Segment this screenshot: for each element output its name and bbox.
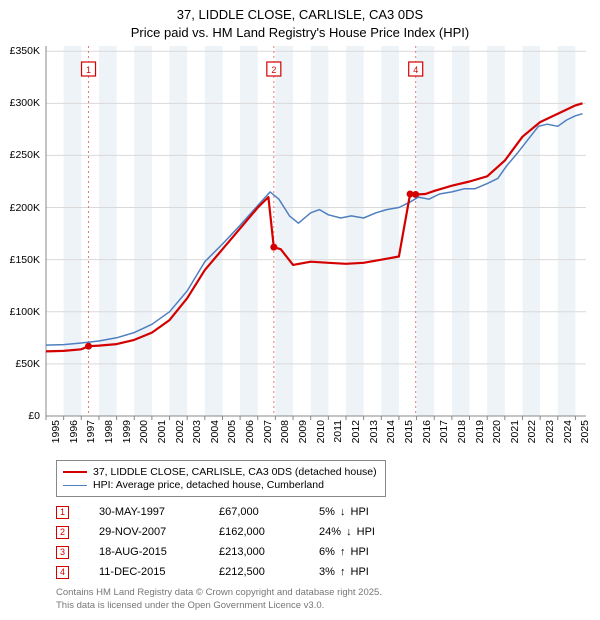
sale-marker: 1 <box>56 506 69 519</box>
x-axis-label: 2010 <box>315 420 327 443</box>
sale-price: £212,500 <box>219 566 319 578</box>
sale-price: £67,000 <box>219 506 319 518</box>
sale-diff: 6% ↑ HPI <box>319 546 409 558</box>
y-axis-label: £50K <box>15 358 40 370</box>
legend-row-hpi: HPI: Average price, detached house, Cumb… <box>63 479 377 491</box>
x-axis-label: 1996 <box>68 420 80 443</box>
x-axis-label: 2000 <box>138 420 150 443</box>
x-axis-label: 2001 <box>156 420 168 443</box>
x-axis-label: 2013 <box>368 420 380 443</box>
sales-row: 1 30-MAY-1997£67,0005% ↓ HPI <box>56 502 409 522</box>
x-axis-label: 1999 <box>121 420 133 443</box>
sale-date: 11-DEC-2015 <box>99 566 219 578</box>
sale-diff: 5% ↓ HPI <box>319 506 409 518</box>
chart-container: 37, LIDDLE CLOSE, CARLISLE, CA3 0DS Pric… <box>0 0 600 620</box>
x-axis-label: 2016 <box>421 420 433 443</box>
x-axis-label: 1997 <box>85 420 97 443</box>
sale-price: £213,000 <box>219 546 319 558</box>
x-axis-label: 2011 <box>332 420 344 443</box>
legend: 37, LIDDLE CLOSE, CARLISLE, CA3 0DS (det… <box>56 460 386 497</box>
y-axis-label: £200K <box>10 202 40 214</box>
sale-marker: 4 <box>56 566 69 579</box>
y-axis-label: £0 <box>28 410 40 422</box>
x-axis-label: 2003 <box>191 420 203 443</box>
legend-label: 37, LIDDLE CLOSE, CARLISLE, CA3 0DS (det… <box>93 466 377 478</box>
x-axis-label: 2007 <box>262 420 274 443</box>
chart-svg: 1 2 4 <box>46 46 586 416</box>
x-axis-label: 2020 <box>491 420 503 443</box>
sale-date: 18-AUG-2015 <box>99 546 219 558</box>
x-axis-label: 2009 <box>297 420 309 443</box>
title-subtitle: Price paid vs. HM Land Registry's House … <box>0 24 600 42</box>
y-axis-label: £100K <box>10 306 40 318</box>
x-axis-label: 2024 <box>562 420 574 443</box>
legend-row-price-paid: 37, LIDDLE CLOSE, CARLISLE, CA3 0DS (det… <box>63 466 377 478</box>
sale-diff: 24% ↓ HPI <box>319 526 409 538</box>
sale-diff: 3% ↑ HPI <box>319 566 409 578</box>
title-address: 37, LIDDLE CLOSE, CARLISLE, CA3 0DS <box>0 6 600 24</box>
x-axis-label: 2022 <box>526 420 538 443</box>
x-axis-label: 2015 <box>403 420 415 443</box>
sale-price: £162,000 <box>219 526 319 538</box>
x-axis-label: 2004 <box>209 420 221 443</box>
footer: Contains HM Land Registry data © Crown c… <box>56 587 382 612</box>
svg-text:2: 2 <box>271 65 276 75</box>
y-axis-label: £250K <box>10 149 40 161</box>
x-axis-label: 2019 <box>474 420 486 443</box>
svg-text:4: 4 <box>413 65 418 75</box>
legend-label: HPI: Average price, detached house, Cumb… <box>93 479 324 491</box>
y-axis-label: £350K <box>10 45 40 57</box>
x-axis-label: 2014 <box>385 420 397 443</box>
chart-area: 124 £0£50K£100K£150K£200K£250K£300K£350K… <box>46 46 586 416</box>
sale-marker: 2 <box>56 526 69 539</box>
x-axis-label: 2008 <box>279 420 291 443</box>
svg-text:1: 1 <box>86 65 91 75</box>
sales-row: 4 11-DEC-2015£212,5003% ↑ HPI <box>56 562 409 582</box>
x-axis-label: 2023 <box>544 420 556 443</box>
y-axis-label: £300K <box>10 97 40 109</box>
footer-line1: Contains HM Land Registry data © Crown c… <box>56 587 382 599</box>
footer-line2: This data is licensed under the Open Gov… <box>56 600 382 612</box>
sales-table: 130-MAY-1997£67,0005% ↓ HPI229-NOV-2007£… <box>56 502 409 582</box>
x-axis-label: 2005 <box>226 420 238 443</box>
x-axis-label: 2025 <box>579 420 591 443</box>
sale-date: 29-NOV-2007 <box>99 526 219 538</box>
legend-swatch <box>63 485 87 486</box>
y-axis-label: £150K <box>10 254 40 266</box>
sales-row: 2 29-NOV-2007£162,00024% ↓ HPI <box>56 522 409 542</box>
x-axis-label: 1998 <box>103 420 115 443</box>
x-axis-label: 2017 <box>438 420 450 443</box>
legend-swatch <box>63 471 87 473</box>
x-axis-label: 2012 <box>350 420 362 443</box>
sale-date: 30-MAY-1997 <box>99 506 219 518</box>
x-axis-label: 2018 <box>456 420 468 443</box>
sale-marker: 3 <box>56 546 69 559</box>
sales-row: 3 18-AUG-2015£213,0006% ↑ HPI <box>56 542 409 562</box>
x-axis-label: 1995 <box>50 420 62 443</box>
x-axis-label: 2021 <box>509 420 521 443</box>
x-axis-label: 2002 <box>174 420 186 443</box>
title-block: 37, LIDDLE CLOSE, CARLISLE, CA3 0DS Pric… <box>0 0 600 41</box>
x-axis-label: 2006 <box>244 420 256 443</box>
